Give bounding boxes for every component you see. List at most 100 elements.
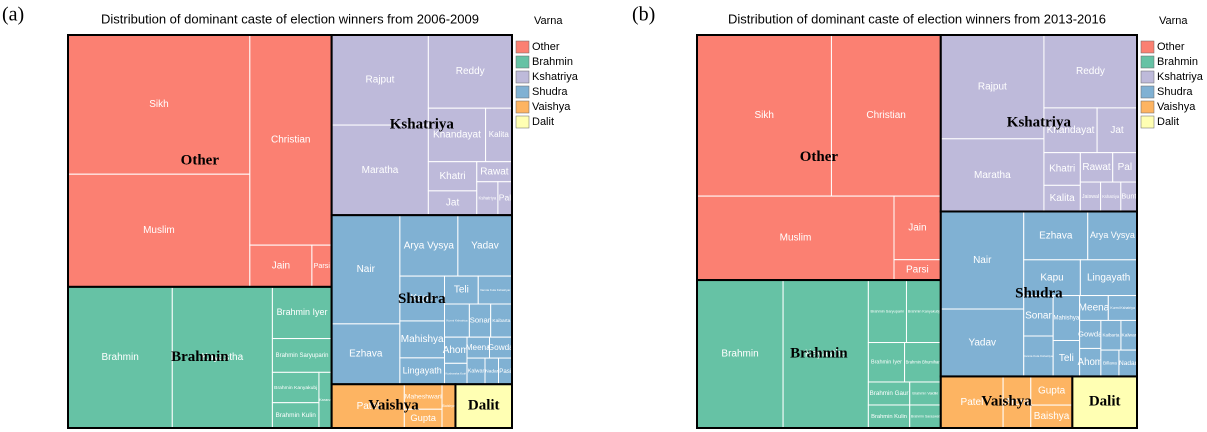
cell-label: Kayastha	[805, 349, 847, 360]
group-label: Dalit	[468, 398, 500, 414]
panel-label: (b)	[632, 4, 655, 26]
legend-label: Vaishya	[1157, 101, 1196, 113]
legend-label: Brahmin	[1157, 56, 1198, 68]
cell-label: Baishya	[1034, 411, 1070, 422]
legend-swatch	[1140, 70, 1155, 84]
legend-swatch	[515, 100, 530, 114]
legend-swatch	[515, 115, 530, 129]
treemap-cell	[940, 308, 1025, 377]
cell-label: Arya Vysya	[404, 240, 455, 251]
chart-title: Distribution of dominant caste of electi…	[728, 11, 1106, 26]
treemap-cell	[1043, 184, 1081, 212]
cell-label: Brahmin Iyer	[871, 360, 902, 366]
cell-label: Ezhava	[1039, 230, 1073, 241]
cell-label: Patel	[961, 397, 984, 408]
cell-label: Lingayath	[403, 365, 442, 375]
cell-label: Arya Vysya	[1090, 230, 1135, 240]
cell-label: Reddy	[1076, 66, 1105, 77]
legend-swatch	[1140, 115, 1155, 129]
legend-title: Varna	[1159, 15, 1188, 27]
cell-label: Gupta	[410, 413, 436, 423]
cell-label: Kayastha	[201, 352, 243, 363]
cell-label: Ahom	[1078, 357, 1103, 368]
treemap-cell	[1043, 107, 1098, 154]
treemap-cell	[1043, 152, 1081, 186]
cell-label: Meena	[466, 343, 491, 352]
cell-label: Maratha	[974, 170, 1011, 181]
group-label: Shudra	[1015, 285, 1063, 301]
cell-label: Teli	[454, 285, 469, 296]
treemap-cell	[696, 195, 895, 281]
treemap-cell	[427, 190, 478, 216]
cell-label: Jat	[446, 198, 460, 209]
treemap-cell	[696, 34, 832, 197]
cell-label: Sikh	[754, 110, 773, 121]
cell-label: Vannia Kula Kshatriyar	[480, 288, 510, 292]
treemap-cell	[1023, 259, 1081, 297]
cell-label: Rajput	[978, 82, 1007, 93]
cell-label: Lingayath	[1087, 272, 1130, 283]
cell-label: Maratha	[362, 165, 399, 176]
cell-label: Khatri	[1049, 164, 1075, 175]
group-label: Other	[181, 152, 220, 168]
cell-label: Patel	[357, 401, 380, 412]
cell-label: Brahmin Kulin	[275, 412, 316, 419]
cell-label: Kurmi Kshatriya	[1110, 306, 1135, 310]
cell-label: Brahmin Iyer	[277, 307, 328, 317]
cell-label: Kurmi Kshatriya	[446, 318, 468, 322]
cell-label: Arora	[1005, 397, 1030, 408]
cell-label: Karana	[319, 398, 332, 402]
cell-label: Brahmin Vaidiki	[912, 391, 938, 395]
group-label: Brahmin	[790, 345, 848, 361]
cell-label: Brahmin Kanyakubj	[908, 309, 940, 313]
cell-label: Gowda	[1078, 329, 1103, 338]
cell-label: Baishya	[443, 404, 455, 408]
cell-label: Bunt	[1121, 192, 1136, 201]
cell-label: Kaibarta	[1102, 332, 1119, 337]
treemap-cell	[444, 275, 479, 305]
group-label: Brahmin	[171, 349, 229, 365]
treemap-cell	[904, 342, 942, 383]
treemap-cell	[444, 303, 470, 338]
cell-label: Mahishya	[401, 334, 444, 345]
treemap-cell	[427, 34, 513, 109]
legend-label: Dalit	[1157, 116, 1179, 128]
treemap-cell	[1023, 335, 1054, 377]
cell-label: Christian	[866, 110, 905, 121]
legend-label: Shudra	[532, 86, 568, 98]
cell-label: Khandayat	[1047, 125, 1095, 136]
treemap-cell	[67, 34, 251, 175]
cell-label: Billava	[1103, 361, 1117, 366]
panel-label: (a)	[2, 4, 24, 26]
cell-label: Maheshwari	[405, 394, 442, 401]
cell-label: Nair	[357, 264, 376, 275]
cell-label: Kalita	[1050, 193, 1075, 204]
group-label: Other	[800, 149, 839, 165]
legend-label: Shudra	[1157, 86, 1193, 98]
cell-label: Kalwar	[1122, 333, 1137, 339]
cell-label: Brahmin	[721, 349, 758, 360]
treemap-cell	[1096, 107, 1138, 154]
cell-label: Brahmin Saryuparin	[870, 309, 904, 313]
legend-swatch	[515, 85, 530, 99]
cell-label: Jain	[908, 223, 926, 234]
cell-label: Kalwar	[468, 369, 485, 375]
cell-label: Mahishya	[1054, 316, 1080, 322]
treemap-cell	[485, 107, 513, 163]
treemap-cell	[331, 323, 401, 385]
cell-label: Teli	[1059, 353, 1074, 364]
group-border	[1071, 375, 1138, 429]
cell-label: Brahmin Bhumihar	[906, 359, 941, 364]
cell-label: Pal	[499, 193, 511, 203]
treemap-cell	[782, 279, 869, 429]
cell-label: Kalita	[489, 130, 510, 139]
cell-label: Khatri	[440, 171, 466, 182]
treemap-cell	[1079, 152, 1114, 183]
cell-label: Sonar	[1025, 310, 1052, 321]
treemap-cell	[940, 375, 1004, 429]
group-label: Vaishya	[368, 398, 419, 414]
group-label: Vaishya	[981, 394, 1032, 410]
cell-label: Christian	[271, 135, 310, 146]
cell-label: Khandayat	[433, 130, 481, 141]
cell-label: Rajput	[366, 75, 395, 86]
